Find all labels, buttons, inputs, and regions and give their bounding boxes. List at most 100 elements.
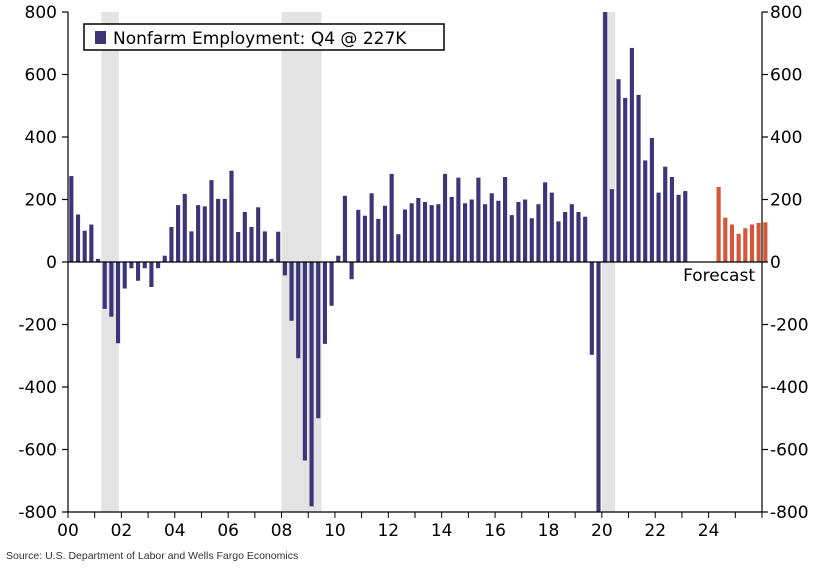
data-bar (543, 182, 548, 262)
data-bar (376, 218, 381, 262)
data-bar (156, 262, 161, 269)
data-bar (523, 199, 528, 262)
data-bar (209, 180, 214, 262)
data-bar (589, 262, 594, 355)
data-bar (162, 255, 167, 262)
y-tick-label-right: 400 (770, 128, 802, 148)
forecast-bar (723, 217, 728, 262)
data-bar (115, 262, 121, 344)
data-bar (436, 204, 441, 262)
x-tick-label: 10 (324, 521, 346, 541)
data-bar (623, 97, 628, 262)
data-bar (102, 262, 107, 309)
data-bar (429, 205, 434, 262)
data-bar (75, 214, 81, 262)
y-tick-label-right: 600 (770, 66, 802, 86)
source-note: Source: U.S. Department of Labor and Wel… (6, 550, 299, 562)
y-tick-label-left: -600 (18, 441, 57, 461)
data-bar (489, 193, 494, 262)
data-bar (149, 262, 154, 287)
legend-box (83, 23, 445, 51)
legend: Nonfarm Employment: Q4 @ 227K (83, 23, 445, 51)
data-bar (676, 194, 681, 262)
data-bar (496, 200, 501, 262)
data-bar (529, 218, 534, 262)
data-bar (663, 166, 668, 262)
x-tick-label: 06 (217, 521, 239, 541)
data-bar (482, 204, 488, 262)
forecast-annotation: Forecast (683, 266, 755, 286)
data-bar (442, 173, 448, 262)
data-bar (316, 262, 321, 419)
data-bar (516, 202, 521, 262)
data-bar (282, 262, 287, 276)
data-bar (236, 232, 241, 262)
data-bar (462, 203, 468, 262)
data-bar (503, 177, 508, 262)
data-bar (256, 207, 261, 262)
forecast-bar (756, 222, 761, 262)
data-bar (169, 227, 174, 262)
data-bar (569, 204, 574, 262)
forecast-bar (763, 222, 768, 262)
y-tick-label-right: -800 (770, 503, 809, 523)
x-tick-label: 18 (538, 521, 560, 541)
data-bar (309, 262, 314, 507)
data-bar (629, 47, 634, 262)
x-tick-label: 12 (377, 521, 399, 541)
data-bar (89, 224, 94, 262)
data-bar (249, 227, 254, 262)
data-bar (322, 262, 327, 344)
x-tick-label: 22 (644, 521, 666, 541)
data-bar (396, 234, 401, 262)
data-bar (329, 262, 334, 306)
data-bar (556, 221, 561, 262)
legend-label: Nonfarm Employment: Q4 @ 227K (113, 29, 407, 49)
data-bar (583, 216, 588, 262)
data-bar (135, 262, 141, 281)
data-bar (536, 204, 541, 262)
y-tick-label-left: 200 (25, 191, 57, 211)
data-bar (129, 262, 134, 269)
data-bar (449, 197, 454, 262)
data-bar (229, 170, 234, 262)
data-bar (616, 79, 621, 262)
data-bar (216, 198, 221, 262)
x-tick-label: 04 (164, 521, 186, 541)
data-bar (95, 258, 101, 262)
data-bar (422, 202, 428, 262)
y-tick-label-right: -200 (770, 316, 809, 336)
data-bar (142, 262, 147, 269)
data-bar (296, 262, 301, 359)
x-tick-label: 16 (484, 521, 506, 541)
x-tick-label: 14 (431, 521, 453, 541)
forecast-bar (716, 187, 721, 262)
y-tick-label-left: -400 (18, 378, 57, 398)
data-bar (409, 203, 414, 262)
forecast-bar (743, 228, 748, 262)
data-bar (643, 160, 648, 262)
forecast-bar (749, 224, 755, 262)
data-bar (182, 193, 187, 262)
forecast-bar (736, 233, 741, 262)
data-bar (456, 177, 461, 262)
y-tick-label-left: 600 (25, 66, 57, 86)
legend-swatch (95, 31, 106, 44)
data-bar (356, 209, 361, 262)
data-bar (576, 212, 581, 262)
data-bar (369, 193, 374, 262)
y-tick-label-left: 400 (25, 128, 57, 148)
x-tick-label: 08 (271, 521, 293, 541)
y-tick-label-right: 800 (770, 3, 802, 23)
data-bar (69, 176, 74, 262)
data-bar (596, 262, 601, 512)
data-bar (509, 215, 514, 262)
y-tick-label-left: 800 (25, 3, 57, 23)
data-bar (222, 198, 227, 262)
data-bar (262, 231, 267, 262)
data-bar (302, 262, 307, 461)
data-bar (476, 177, 481, 262)
data-bar (563, 212, 568, 262)
data-bar (242, 212, 247, 262)
